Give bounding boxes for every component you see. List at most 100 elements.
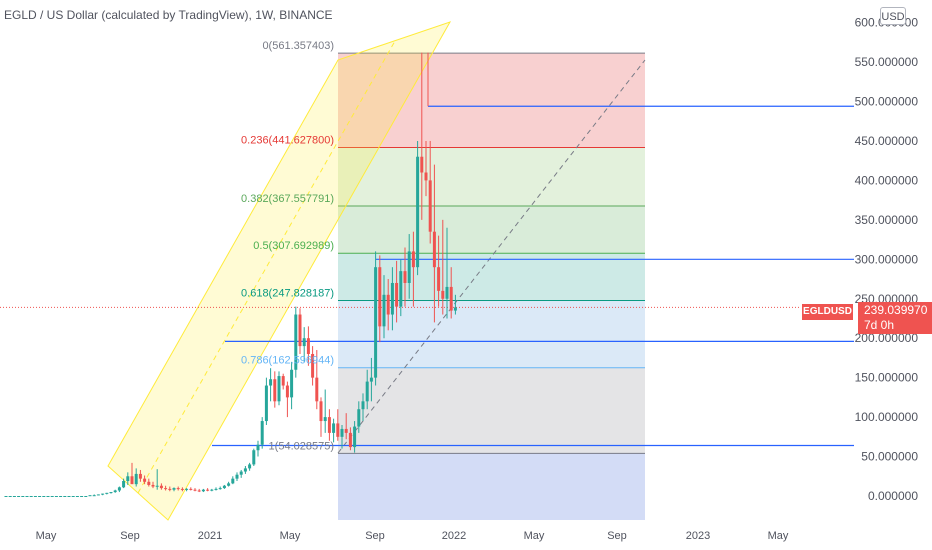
y-tick-label: 500.000000	[855, 95, 919, 109]
candle-body	[302, 338, 306, 347]
x-tick-label: May	[280, 530, 301, 542]
candle-body	[155, 485, 159, 487]
candle-body	[319, 401, 323, 422]
fib-label: 0.618(247.828187)	[241, 287, 334, 299]
candle-body	[256, 444, 260, 451]
candle-body	[323, 417, 327, 422]
fib-label: 0.236(441.627800)	[241, 135, 334, 147]
trend-line	[337, 59, 646, 454]
candle-body	[281, 376, 285, 386]
candle-body	[285, 385, 289, 398]
y-tick-label: 400.000000	[855, 173, 919, 187]
x-tick-label: 2021	[198, 530, 222, 542]
candle-body	[29, 496, 33, 497]
fib-label: 0.5(307.692989)	[253, 240, 334, 252]
chart-title: EGLD / US Dollar (calculated by TradingV…	[4, 8, 333, 22]
candle-body	[25, 496, 29, 497]
candle-body	[382, 294, 386, 327]
candle-body	[264, 385, 268, 422]
candle-body	[12, 496, 16, 497]
candle-body	[399, 271, 403, 307]
candle-body	[143, 478, 147, 482]
candle-body	[75, 496, 79, 497]
y-tick-label: 100.000000	[855, 410, 919, 424]
candle-body	[428, 180, 432, 232]
trend-lines	[337, 59, 646, 454]
candle-body	[168, 488, 172, 490]
candle-body	[206, 489, 210, 491]
y-tick-label: 550.000000	[855, 55, 919, 69]
fib-zone	[338, 453, 645, 520]
candle-body	[185, 488, 189, 490]
fib-label: 0(561.357403)	[262, 40, 334, 52]
candle-body	[96, 494, 100, 496]
candle-body	[17, 496, 21, 497]
candle-body	[151, 484, 155, 487]
candle-body	[361, 401, 365, 410]
fib-label: 0.786(162.596944)	[241, 355, 334, 367]
candle-body	[353, 426, 357, 448]
candle-body	[395, 282, 399, 307]
y-tick-label: 350.000000	[855, 213, 919, 227]
candle-body	[71, 496, 75, 497]
horizontal-lines	[0, 52, 854, 447]
candle-body	[50, 496, 54, 497]
currency-button[interactable]: USD	[880, 7, 906, 25]
candle-body	[46, 496, 50, 497]
candle-body	[243, 468, 247, 472]
candle-body	[332, 423, 336, 433]
last-price-value: 239.039970	[864, 303, 928, 317]
last-price-badge: 239.039970 7d 0h	[858, 302, 932, 334]
candle-body	[63, 496, 67, 497]
fib-zone	[338, 205, 645, 254]
x-tick-label: May	[36, 530, 57, 542]
candle-body	[54, 496, 58, 497]
candle-body	[210, 489, 214, 491]
fib-label: 1(54.028575)	[269, 440, 334, 452]
candle-body	[130, 476, 134, 485]
candle-body	[193, 489, 197, 491]
candle-body	[8, 496, 12, 497]
candle-body	[172, 488, 176, 490]
fib-label: 0.382(367.557791)	[241, 193, 334, 205]
candle-body	[277, 376, 281, 402]
candle-body	[105, 492, 109, 494]
candle-body	[424, 172, 428, 181]
candle-body	[248, 464, 252, 469]
fib-labels: 0(561.357403) 0.236(441.627800) 0.382(367.…	[241, 40, 334, 452]
candle-body	[42, 496, 46, 497]
candle-body	[306, 338, 310, 354]
parallel-channel	[107, 21, 452, 521]
candle-body	[101, 493, 105, 495]
candle-body	[189, 488, 193, 490]
x-tick-label: May	[768, 530, 789, 542]
candle-body	[449, 286, 453, 311]
candle-body	[386, 294, 390, 315]
candle-body	[348, 432, 352, 448]
candle-body	[88, 495, 92, 497]
candle-body	[197, 490, 201, 492]
candle-body	[298, 314, 302, 347]
candle-body	[218, 488, 222, 490]
candle-body	[80, 496, 84, 497]
candle-body	[453, 307, 457, 311]
candle-body	[336, 423, 340, 437]
candle-body	[239, 471, 243, 475]
candle-body	[38, 496, 42, 497]
candle-body	[21, 496, 25, 497]
candle-body	[311, 353, 315, 378]
x-tick-label: 2023	[686, 530, 710, 542]
candle-body	[159, 485, 163, 489]
y-tick-label: 200.000000	[855, 331, 919, 345]
fib-zone	[338, 253, 645, 301]
candle-body	[365, 381, 369, 402]
candle-body	[357, 409, 361, 427]
y-tick-label: 450.000000	[855, 134, 919, 148]
fib-zone	[338, 53, 645, 148]
fib-zone	[338, 147, 645, 206]
candle-body	[374, 267, 378, 378]
candle-body	[441, 290, 445, 299]
fib-zone	[338, 367, 645, 454]
